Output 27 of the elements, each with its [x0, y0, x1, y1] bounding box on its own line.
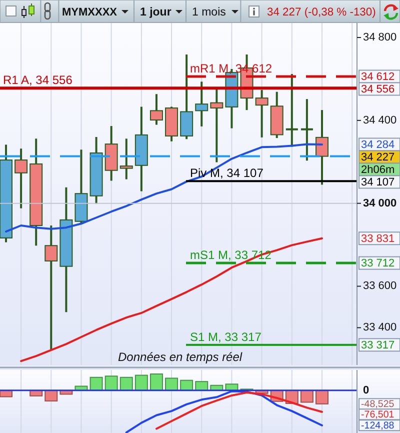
text: 33 712	[361, 258, 395, 270]
y-tick-label: 34 800	[363, 32, 397, 44]
ref-line-label: Piv M, 34 107	[190, 166, 264, 180]
text: 33 831	[361, 232, 395, 245]
text: 0	[363, 384, 370, 396]
text: 33 317	[361, 339, 395, 352]
ref-line-label: S1 M, 33 317	[190, 330, 262, 344]
text: 2h06m	[361, 164, 395, 176]
text: 34 284	[361, 138, 395, 151]
text: 34 107	[361, 176, 395, 188]
text: 1 jour	[140, 6, 172, 18]
text: 1 mois	[192, 6, 226, 18]
y-tick-label: 34 400	[363, 114, 397, 126]
y-tick-label: 33 400	[363, 322, 397, 334]
ref-line-label: mR1 M, 34 612	[190, 61, 272, 76]
text: 34 227	[361, 151, 395, 164]
text: -48,525	[361, 398, 395, 410]
y-tick-label: 33 600	[363, 280, 397, 292]
annotation: Données en temps réel	[118, 350, 242, 364]
ref-line-label: R1 A, 34 556	[3, 73, 73, 88]
y-tick-label: 34 000	[363, 197, 397, 210]
text: 34 612	[361, 70, 395, 83]
chart-subtitle: 34 227 (-0,38 % -130)	[267, 6, 376, 18]
text: 34 556	[361, 83, 395, 96]
text: -76,501	[361, 409, 394, 420]
text: -124,88	[361, 420, 395, 432]
chart-title: MYMXXXX	[62, 6, 118, 18]
